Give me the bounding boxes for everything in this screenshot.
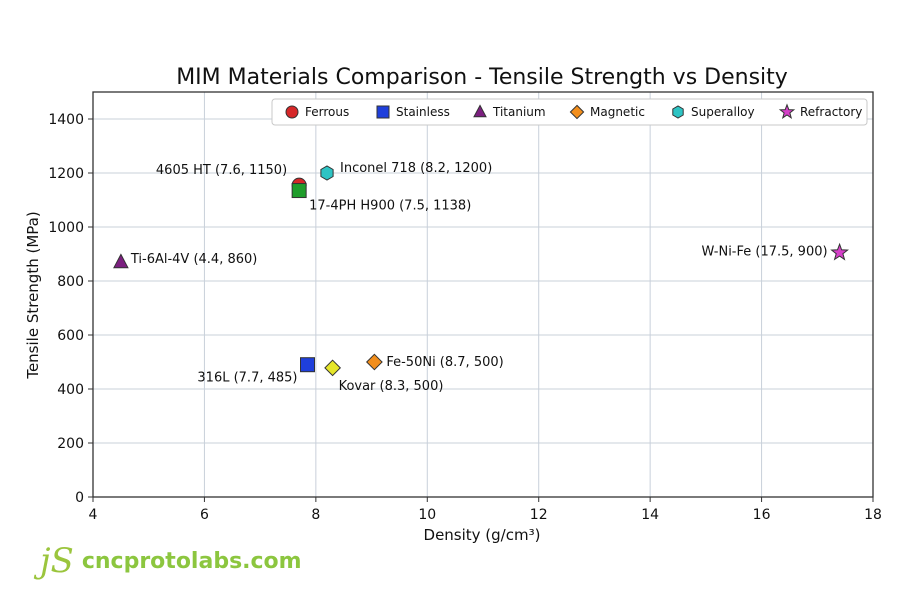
y-axis-label: Tensile Strength (MPa) bbox=[24, 211, 42, 379]
y-tick-label: 200 bbox=[57, 436, 84, 452]
legend-entry-label: Ferrous bbox=[305, 105, 349, 119]
points-layer: 4605 HT (7.6, 1150) 17-4PH H900 (7.5, 113… bbox=[113, 161, 849, 394]
legend-box bbox=[271, 98, 868, 126]
data-point-hexagon bbox=[320, 165, 334, 181]
data-point-triangle bbox=[113, 253, 129, 269]
y-tick-label: 800 bbox=[57, 274, 84, 290]
legend-entry-label: Stainless bbox=[396, 105, 450, 119]
legend-entry-label: Magnetic bbox=[590, 105, 645, 119]
legend-entry-label: Refractory bbox=[800, 105, 862, 119]
plot-frame bbox=[92, 91, 874, 498]
x-tick-label: 4 bbox=[89, 507, 98, 523]
data-point-star bbox=[830, 242, 849, 261]
point-label: Fe-50Ni (8.7, 500) bbox=[386, 355, 503, 370]
chart-title: MIM Materials Comparison - Tensile Stren… bbox=[176, 65, 788, 90]
legend-entry-label: Titanium bbox=[492, 105, 546, 119]
legend-marker-diamond bbox=[569, 104, 585, 120]
data-point-diamond bbox=[365, 353, 383, 371]
legend-marker-square bbox=[376, 105, 390, 119]
x-tick-label: 10 bbox=[418, 507, 436, 523]
watermark-logo: jS bbox=[40, 541, 74, 581]
data-point-diamond bbox=[324, 359, 342, 377]
legend-marker-circle bbox=[285, 105, 299, 119]
y-tick-label: 400 bbox=[57, 382, 84, 398]
watermark-text: cncprotolabs.com bbox=[81, 548, 302, 574]
data-point-square bbox=[291, 183, 307, 199]
legend-marker-triangle bbox=[473, 104, 487, 118]
y-tick-label: 1200 bbox=[48, 166, 84, 182]
legend-entry-label: Superalloy bbox=[691, 105, 755, 119]
point-label: Inconel 718 (8.2, 1200) bbox=[340, 161, 492, 176]
y-tick-label: 1000 bbox=[48, 220, 84, 236]
x-axis-label: Density (g/cm³) bbox=[424, 526, 541, 544]
x-tick-label: 18 bbox=[864, 507, 882, 523]
y-tick-label: 600 bbox=[57, 328, 84, 344]
point-label: 316L (7.7, 485) bbox=[197, 371, 297, 386]
watermark: jS cncprotolabs.com bbox=[40, 544, 302, 578]
legend-marker-hexagon bbox=[672, 105, 684, 119]
point-label: Ti-6Al-4V (4.4, 860) bbox=[130, 252, 258, 267]
x-tick-label: 12 bbox=[530, 507, 548, 523]
point-label: 4605 HT (7.6, 1150) bbox=[156, 163, 287, 178]
grid-layer bbox=[92, 92, 874, 498]
x-tick-label: 16 bbox=[753, 507, 771, 523]
data-point-square bbox=[300, 357, 315, 373]
x-tick-label: 8 bbox=[311, 507, 320, 523]
point-label: Kovar (8.3, 500) bbox=[339, 379, 444, 394]
x-tick-label: 6 bbox=[200, 507, 209, 523]
y-tick-label: 0 bbox=[75, 490, 84, 506]
legend: Ferrous Stainless Titanium Magnetic Superall… bbox=[271, 98, 868, 126]
legend-marker-star bbox=[778, 103, 796, 119]
point-label: W-Ni-Fe (17.5, 900) bbox=[701, 245, 827, 260]
y-tick-label: 1400 bbox=[48, 112, 84, 128]
ticks-layer: 4 6 8 10 12 14 16 18 0 200 400 600 800 1000 1200 1400 bbox=[48, 112, 882, 523]
point-label: 17-4PH H900 (7.5, 1138) bbox=[309, 199, 471, 214]
x-tick-label: 14 bbox=[641, 507, 659, 523]
